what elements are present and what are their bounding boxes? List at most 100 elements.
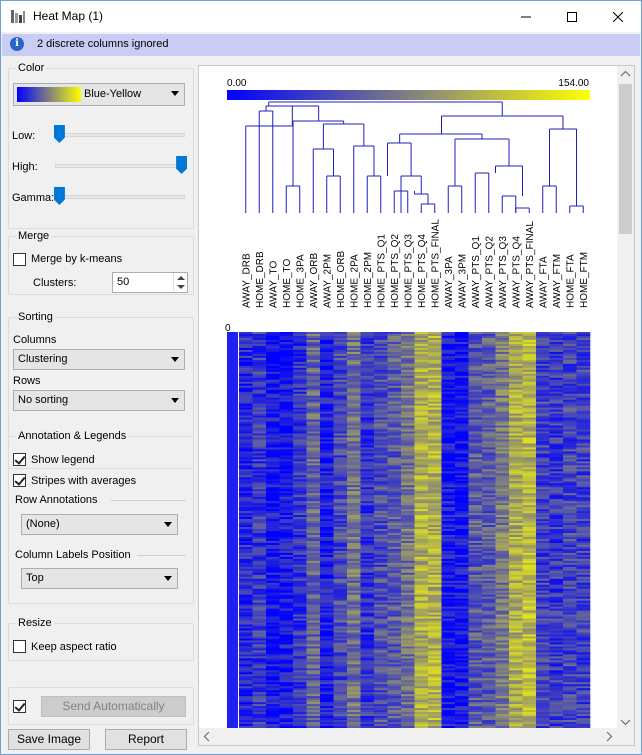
heatmap-cell <box>388 479 402 481</box>
heatmap-cell <box>469 394 483 396</box>
clusters-spinbox[interactable]: 50 <box>112 272 188 293</box>
heatmap-cell <box>280 569 294 571</box>
heatmap-cell <box>361 384 375 386</box>
heatmap-cell <box>523 406 537 408</box>
heatmap-cell <box>469 491 483 493</box>
maximize-button[interactable] <box>549 1 595 32</box>
heatmap-cell <box>509 368 523 370</box>
kmeans-checkbox[interactable] <box>13 253 26 266</box>
heatmap-cell <box>347 346 361 348</box>
heatmap-cell <box>374 575 388 577</box>
heatmap-cell <box>509 378 523 380</box>
row-annotations-combo[interactable]: (None) <box>21 514 178 535</box>
heatmap-cell <box>401 350 415 352</box>
heatmap-cell <box>482 722 496 724</box>
heatmap-cell <box>320 475 334 477</box>
heatmap-cell <box>280 515 294 517</box>
heatmap-cell <box>415 338 429 340</box>
auto-send-checkbox[interactable] <box>13 700 26 713</box>
heatmap-cell <box>253 509 267 511</box>
minimize-button[interactable] <box>503 1 549 32</box>
low-slider[interactable] <box>55 133 185 137</box>
heatmap-cell <box>253 642 267 644</box>
heatmap-cell <box>266 607 280 609</box>
heatmap-cell <box>361 722 375 724</box>
heatmap-cell <box>280 404 294 406</box>
heatmap-cell <box>239 547 253 549</box>
heatmap-cell <box>401 483 415 485</box>
send-automatically-button[interactable]: Send Automatically <box>41 696 186 717</box>
stripes-checkbox[interactable] <box>13 474 26 487</box>
heatmap-cell <box>469 430 483 432</box>
heatmap-cell <box>401 698 415 700</box>
heatmap-cell <box>280 364 294 366</box>
heatmap-cell <box>374 451 388 453</box>
heatmap-cell <box>469 453 483 455</box>
heatmap-cell <box>550 386 564 388</box>
heatmap-cell <box>550 640 564 642</box>
heatmap-cell <box>415 457 429 459</box>
gamma-slider[interactable] <box>55 195 185 199</box>
high-slider-handle[interactable] <box>176 156 187 174</box>
heatmap-cell <box>469 549 483 551</box>
heatmap-cell <box>523 378 537 380</box>
heatmap-cell <box>307 676 321 678</box>
heatmap-cell <box>374 547 388 549</box>
keep-aspect-checkbox[interactable] <box>13 640 26 653</box>
heatmap-cell <box>334 539 348 541</box>
heatmap-cell <box>266 513 280 515</box>
heatmap-cell <box>509 334 523 336</box>
heatmap-cell <box>239 664 253 666</box>
heatmap-cell <box>266 336 280 338</box>
heatmap-cell <box>280 706 294 708</box>
heatmap-cell <box>536 465 550 467</box>
heatmap-cell <box>361 336 375 338</box>
heatmap-cell <box>347 416 361 418</box>
heatmap-cell <box>374 636 388 638</box>
heatmap-cell <box>361 654 375 656</box>
save-image-button[interactable]: Save Image <box>8 729 90 750</box>
heatmap-cell <box>266 652 280 654</box>
report-button[interactable]: Report <box>105 729 187 750</box>
rows-sort-combo[interactable]: No sorting <box>13 390 185 411</box>
col-labels-position-combo[interactable]: Top <box>21 568 178 589</box>
heatmap-cell <box>482 475 496 477</box>
palette-combo[interactable]: Blue-Yellow <box>13 83 185 106</box>
heatmap-cell <box>374 505 388 507</box>
heatmap-cell <box>523 565 537 567</box>
spin-arrows[interactable] <box>173 273 187 292</box>
low-slider-handle[interactable] <box>54 125 65 143</box>
heatmap-cell <box>374 531 388 533</box>
close-button[interactable] <box>595 1 641 32</box>
heatmap-cell <box>469 346 483 348</box>
high-slider[interactable] <box>55 164 185 168</box>
heatmap-cell <box>374 581 388 583</box>
heatmap-cell <box>334 664 348 666</box>
heatmap-cell <box>361 529 375 531</box>
heatmap-cell <box>415 473 429 475</box>
heatmap-cell <box>523 680 537 682</box>
heatmap-cell <box>293 652 307 654</box>
heatmap-cell <box>307 386 321 388</box>
heatmap-cell <box>320 533 334 535</box>
column-label: HOME_FTM <box>579 252 590 308</box>
heatmap-cell <box>482 525 496 527</box>
columns-sort-combo[interactable]: Clustering <box>13 349 185 370</box>
heatmap-cell <box>374 501 388 503</box>
heatmap-cell <box>334 390 348 392</box>
show-legend-checkbox[interactable] <box>13 453 26 466</box>
heatmap-cell <box>469 416 483 418</box>
heatmap-cell <box>280 394 294 396</box>
heatmap-cell <box>482 684 496 686</box>
heatmap-cell <box>239 646 253 648</box>
heatmap-cell <box>455 428 469 430</box>
heatmap-cell <box>415 503 429 505</box>
heatmap-cell <box>347 338 361 340</box>
heatmap-cell <box>523 698 537 700</box>
heatmap-cell <box>550 525 564 527</box>
heatmap-cell <box>496 513 510 515</box>
heatmap-cell <box>442 652 456 654</box>
heatmap-cell <box>253 670 267 672</box>
gamma-slider-handle[interactable] <box>54 187 65 205</box>
heatmap-cell <box>374 499 388 501</box>
